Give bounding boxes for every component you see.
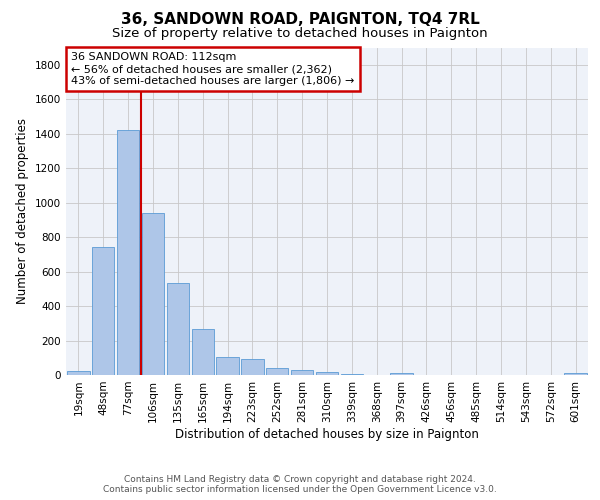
Text: 36 SANDOWN ROAD: 112sqm
← 56% of detached houses are smaller (2,362)
43% of semi: 36 SANDOWN ROAD: 112sqm ← 56% of detache… [71, 52, 355, 86]
Bar [316, 372, 338, 375]
Bar [217, 357, 239, 375]
Bar [341, 374, 363, 375]
Bar [266, 368, 289, 375]
Bar [92, 246, 115, 375]
Bar [117, 130, 139, 375]
Bar [291, 370, 313, 375]
Bar [167, 283, 189, 375]
Bar [142, 214, 164, 375]
Bar [565, 372, 587, 375]
Text: 36, SANDOWN ROAD, PAIGNTON, TQ4 7RL: 36, SANDOWN ROAD, PAIGNTON, TQ4 7RL [121, 12, 479, 28]
Bar [241, 359, 263, 375]
Bar [191, 329, 214, 375]
Text: Contains HM Land Registry data © Crown copyright and database right 2024.
Contai: Contains HM Land Registry data © Crown c… [103, 474, 497, 494]
X-axis label: Distribution of detached houses by size in Paignton: Distribution of detached houses by size … [175, 428, 479, 440]
Y-axis label: Number of detached properties: Number of detached properties [16, 118, 29, 304]
Bar [67, 371, 89, 375]
Bar [391, 372, 413, 375]
Text: Size of property relative to detached houses in Paignton: Size of property relative to detached ho… [112, 28, 488, 40]
